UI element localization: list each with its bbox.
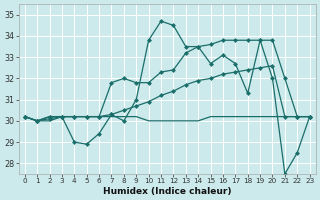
X-axis label: Humidex (Indice chaleur): Humidex (Indice chaleur) [103,187,231,196]
